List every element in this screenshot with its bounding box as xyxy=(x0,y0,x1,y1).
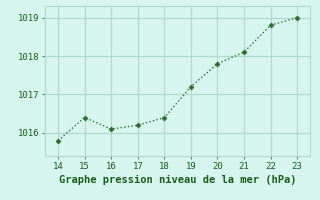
X-axis label: Graphe pression niveau de la mer (hPa): Graphe pression niveau de la mer (hPa) xyxy=(59,175,296,185)
